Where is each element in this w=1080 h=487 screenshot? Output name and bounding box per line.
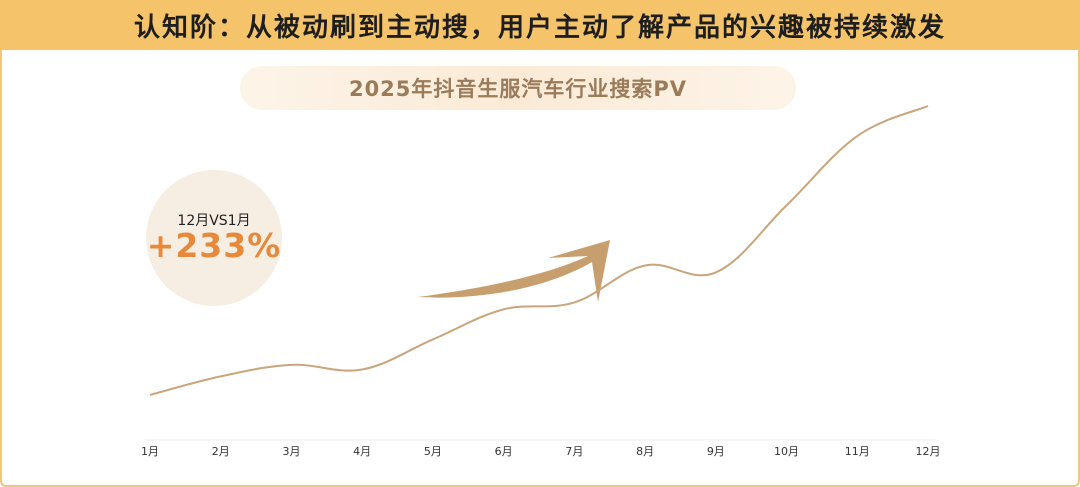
series-line-search-pv bbox=[149, 105, 929, 396]
x-tick-label: 3月 bbox=[282, 445, 300, 458]
x-tick-label: 7月 bbox=[565, 445, 583, 458]
growth-label: 12月VS1月 bbox=[177, 213, 251, 229]
x-tick-label: 1月 bbox=[141, 445, 159, 458]
x-tick-label: 4月 bbox=[353, 445, 371, 458]
x-tick-label: 12月 bbox=[916, 445, 941, 458]
x-tick-label: 5月 bbox=[424, 445, 442, 458]
growth-badge bbox=[146, 170, 282, 306]
x-tick-label: 9月 bbox=[707, 445, 725, 458]
trend-arrow bbox=[418, 240, 610, 302]
chart-title: 2025年抖音生服汽车行业搜索PV bbox=[240, 66, 796, 110]
x-tick-label: 10月 bbox=[774, 445, 799, 458]
x-tick-label: 11月 bbox=[845, 445, 870, 458]
x-tick-label: 6月 bbox=[495, 445, 513, 458]
growth-value: +233% bbox=[146, 226, 282, 265]
x-tick-label: 8月 bbox=[636, 445, 654, 458]
x-tick-label: 2月 bbox=[212, 445, 230, 458]
page-title: 认知阶：从被动刷到主动搜，用户主动了解产品的兴趣被持续激发 bbox=[0, 0, 1080, 50]
